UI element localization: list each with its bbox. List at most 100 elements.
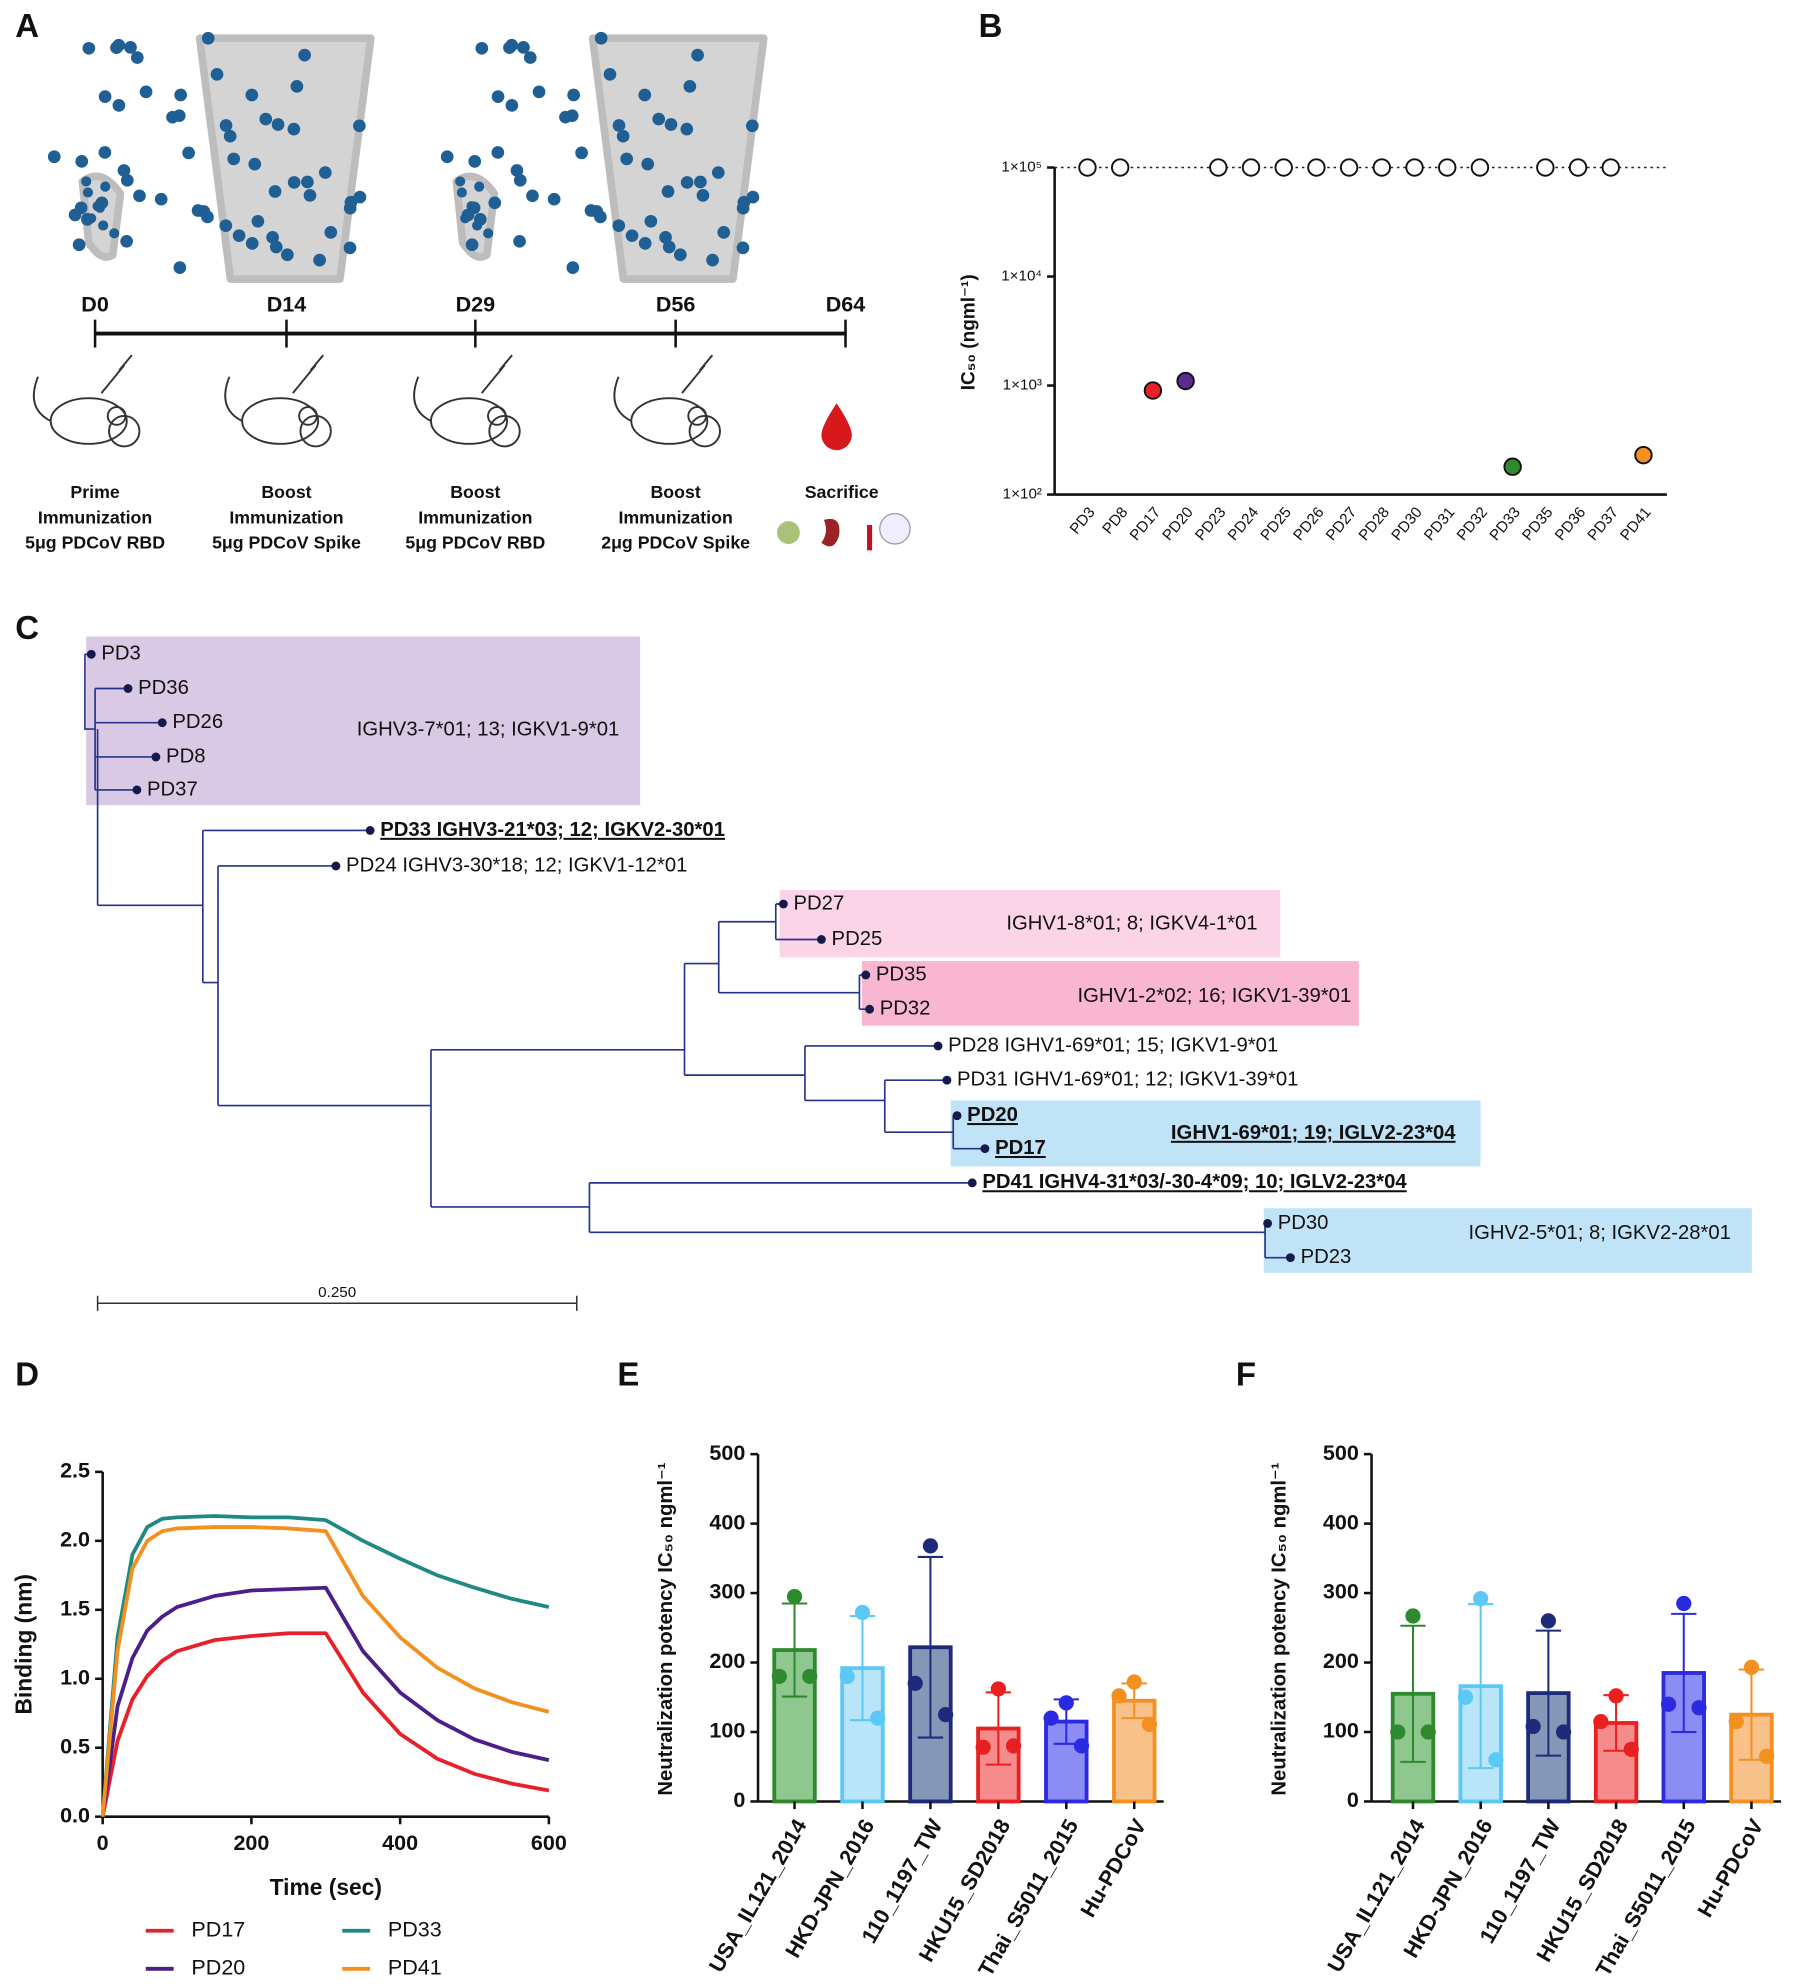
leaf-node [365, 826, 375, 835]
replicate-point [1660, 1696, 1677, 1712]
protein-patch [318, 166, 332, 179]
replicate-point [975, 1739, 991, 1755]
protein-patch [353, 190, 367, 204]
protein-patch [47, 150, 61, 164]
replicate-point [1005, 1738, 1022, 1754]
binding-curve [100, 1514, 550, 1817]
leaf-label: PD24 IGHV3-30*18; 12; IGKV1-12*01 [346, 854, 687, 876]
protein-patch [298, 48, 311, 62]
error-bar [917, 1555, 944, 1739]
mouse-head [688, 415, 721, 448]
error-bar [1535, 1629, 1562, 1757]
replicate-point [1593, 1713, 1609, 1730]
protein-patch [694, 175, 707, 189]
leaf-node [952, 1111, 962, 1121]
timeline-caption: 5μg PDCoV Spike [212, 533, 361, 553]
replicate-point [1111, 1688, 1127, 1704]
mouse-head [108, 415, 141, 448]
blood-drop [821, 403, 852, 451]
y-tick-label: 200 [709, 1649, 745, 1673]
protein-patch [82, 41, 96, 55]
x-tick-label: 0 [97, 1831, 109, 1855]
protein-patch [673, 248, 687, 262]
mouse-head [488, 415, 521, 448]
leaf-label: PD8 [166, 745, 205, 767]
replicate-point [907, 1675, 923, 1691]
leaf-label: PD17 [995, 1137, 1046, 1159]
tube-icon [867, 524, 873, 551]
kidney-icon [821, 518, 840, 547]
leaf-node [778, 899, 788, 909]
protein-patch [124, 41, 137, 54]
clade-box [86, 636, 641, 806]
y-tick-label: 0.0 [60, 1803, 90, 1827]
dot [1634, 445, 1653, 465]
timeline-caption: Boost [450, 482, 500, 502]
protein-patch [287, 122, 301, 136]
y-tick-label: 1.0 [60, 1665, 90, 1689]
leaf-label: PD23 [1301, 1246, 1352, 1268]
dot [1307, 158, 1326, 177]
dot [1241, 158, 1261, 177]
leaf-label: PD27 [794, 892, 845, 914]
y-tick-label: 300 [1323, 1580, 1359, 1604]
protein-patch [505, 99, 519, 112]
legend-label: PD20 [191, 1955, 245, 1979]
protein-patch [547, 192, 561, 206]
protein-patch [662, 240, 676, 254]
mouse-tail [224, 376, 243, 422]
timeline-caption: Sacrifice [805, 482, 879, 502]
panel-label: C [15, 609, 39, 646]
protein-patch [232, 229, 246, 243]
protein-patch [664, 118, 678, 131]
mouse-head [299, 415, 332, 448]
timeline-day: D0 [81, 292, 109, 316]
replicate-point [1691, 1700, 1707, 1716]
leaf-node [1263, 1219, 1273, 1228]
protein-patch [248, 157, 262, 171]
y-tick-label: 100 [1323, 1719, 1359, 1743]
protein-patch [584, 204, 598, 217]
dot [1274, 158, 1293, 177]
binding-curve [100, 1631, 550, 1818]
timeline-caption: 2μg PDCoV Spike [601, 533, 750, 553]
protein-patch [251, 214, 265, 228]
y-tick-label: 1×10⁵ [1001, 159, 1042, 176]
protein-structure [47, 31, 375, 283]
leaf-label: PD25 [832, 928, 883, 950]
y-axis-label: Neutralization potency IC₅₀ ngml⁻¹ [655, 1462, 677, 1795]
y-tick-label: 400 [1323, 1510, 1359, 1534]
y-axis-label: Neutralization potency IC₅₀ ngml⁻¹ [1269, 1462, 1291, 1795]
replicate-point [1405, 1608, 1421, 1624]
protein-patch [98, 146, 112, 159]
protein-patch [612, 219, 626, 233]
clade-label: IGHV3-7*01; 13; IGKV1-9*01 [357, 719, 619, 741]
protein-patch [130, 51, 144, 64]
replicate-point [938, 1707, 954, 1723]
protein-patch [210, 67, 224, 81]
replicate-point [1058, 1695, 1074, 1711]
protein-patch [112, 99, 126, 112]
dot [1209, 158, 1228, 177]
protein-patch [81, 176, 92, 187]
y-axis-label: Binding (nm) [10, 1574, 36, 1715]
protein-patch [641, 157, 655, 171]
panel-label: A [15, 7, 39, 44]
leaf-node [123, 684, 133, 693]
syringe [100, 354, 133, 394]
y-tick-label: 1.5 [60, 1596, 90, 1620]
leaf-label: PD20 [967, 1104, 1018, 1126]
dot [1110, 158, 1130, 177]
protein-patch [603, 67, 617, 81]
protein-surface [195, 34, 375, 283]
timeline-caption: 5μg PDCoV RBD [405, 533, 545, 553]
dot [1438, 158, 1457, 177]
protein-patch [474, 181, 485, 192]
clade-label: IGHV1-69*01; 19; IGLV2-23*04 [1171, 1122, 1456, 1144]
y-tick-label: 400 [709, 1510, 745, 1534]
protein-patch [154, 192, 168, 206]
protein-patch [100, 181, 111, 192]
protein-patch [72, 238, 86, 252]
protein-patch [109, 228, 120, 239]
protein-patch [269, 240, 283, 254]
